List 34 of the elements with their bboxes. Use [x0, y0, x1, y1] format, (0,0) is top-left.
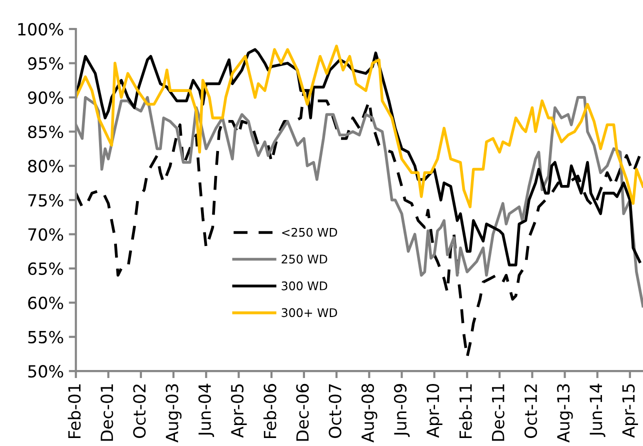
x-tick-label: Dec-01	[100, 384, 114, 441]
y-tick-label: 90%	[28, 91, 64, 104]
y-tick-label: 75%	[28, 194, 64, 207]
legend-label: 300 WD	[282, 281, 328, 290]
x-tick-label: Aug-08	[361, 384, 378, 443]
x-tick-label: Apr-10	[426, 384, 442, 438]
x-tick-label: Apr-15	[622, 384, 638, 438]
y-tick-label: 100%	[18, 22, 64, 36]
legend-label: 300+ WD	[282, 308, 338, 318]
x-tick-label: Feb-11	[459, 384, 472, 438]
y-tick-label: 85%	[28, 126, 64, 138]
line-series	[76, 44, 643, 208]
x-tick-label: Oct-12	[524, 384, 538, 438]
x-tick-label: Dec-06	[296, 384, 309, 441]
legend-label: 250 WD	[282, 254, 328, 264]
x-tick-label: Jun-14	[590, 384, 606, 438]
x-tick-label: Aug-13	[557, 384, 573, 443]
x-tick-label: Jun-09	[394, 384, 410, 438]
x-tick-label: Apr-05	[230, 384, 247, 438]
y-tick-label: 70%	[28, 228, 64, 241]
x-tick-label: Oct-07	[328, 384, 342, 438]
y-tick-label: 60%	[28, 296, 64, 310]
x-tick-label: Jun-04	[198, 384, 214, 438]
y-tick-label: 80%	[28, 160, 64, 172]
x-tick-label: Oct-02	[133, 384, 146, 438]
y-tick-label: 50%	[28, 365, 64, 378]
x-tick-label: Aug-03	[166, 384, 182, 443]
x-tick-label: Feb-01	[68, 384, 81, 438]
x-tick-label: Dec-11	[492, 384, 504, 441]
x-tick-label: Feb-06	[263, 384, 276, 438]
y-tick-label: 95%	[28, 57, 64, 70]
y-tick-label: 65%	[28, 262, 64, 276]
legend-label: <250 WD	[282, 228, 338, 237]
y-tick-label: 55%	[28, 330, 64, 344]
